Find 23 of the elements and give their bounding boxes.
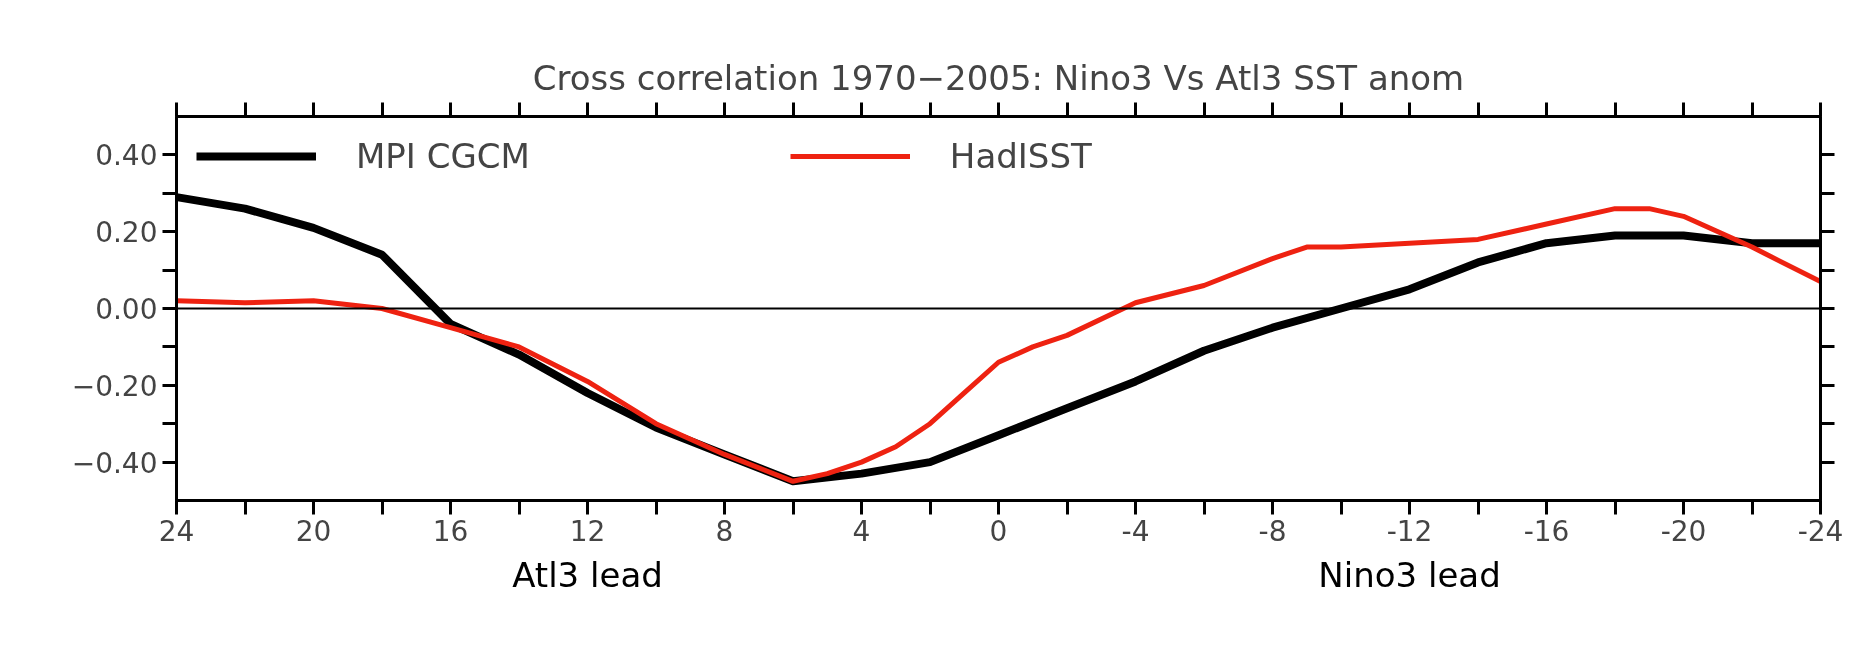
x-tick-label: 8 (715, 514, 734, 548)
x-tick-label: -4 (1121, 514, 1150, 548)
x-tick-label: 4 (852, 514, 871, 548)
x-tick-label: -24 (1797, 514, 1844, 548)
x-tick-label: -12 (1386, 514, 1433, 548)
x-tick-label: 20 (295, 514, 332, 548)
text: Nino3 lead (1318, 554, 1501, 595)
y-tick-label: 0.00 (95, 293, 158, 326)
x-tick-label: 12 (569, 514, 606, 548)
legend-label: HadISST (949, 136, 1092, 176)
x-tick-label: -16 (1523, 514, 1570, 548)
x-tick-label: -20 (1660, 514, 1707, 548)
x-tick-label: -8 (1258, 514, 1287, 548)
chart-title: Cross correlation 1970−2005: Nino3 Vs Atl3 SST anom (532, 57, 1465, 98)
y-tick-label: 0.40 (95, 139, 158, 173)
legend-label: MPI CGCM (356, 136, 530, 176)
y-tick-label: 0.20 (95, 216, 158, 250)
y-tick-label: −0.40 (71, 446, 158, 480)
x-tick-label: 0 (989, 514, 1008, 548)
text: Atl3 lead (512, 554, 663, 595)
x-tick-label: 24 (158, 514, 195, 548)
y-tick-label: −0.20 (71, 369, 158, 403)
x-tick-label: 16 (432, 514, 469, 548)
